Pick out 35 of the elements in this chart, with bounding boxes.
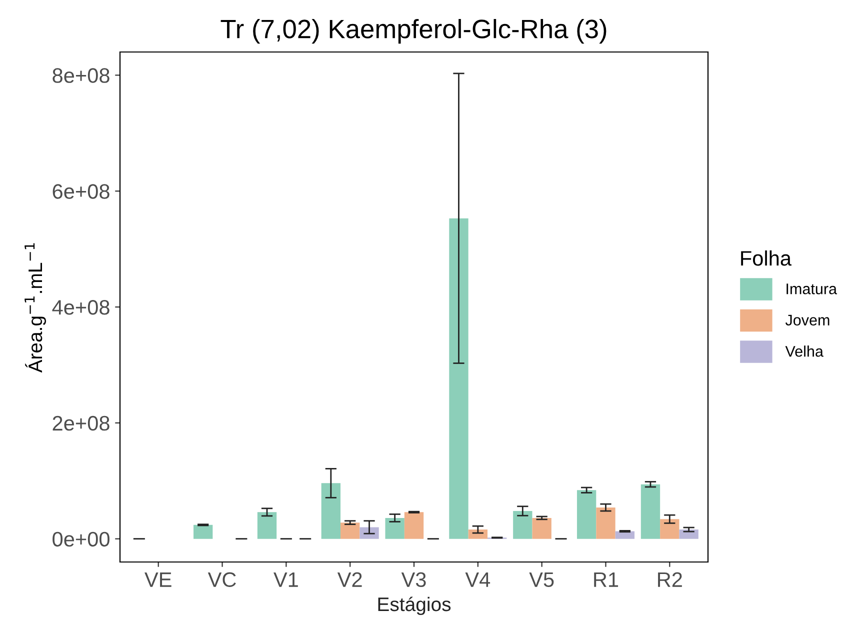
bar: [194, 524, 213, 539]
x-tick-label: V3: [401, 572, 426, 588]
legend-label: Imatura: [786, 284, 838, 294]
bar: [385, 518, 404, 539]
x-tick-label: R1: [594, 572, 618, 587]
x-tick-label: VC: [208, 572, 236, 588]
x-tick-label: V2: [337, 572, 362, 587]
legend-title: Folha: [741, 250, 792, 266]
y-tick-label: 2e+08: [52, 416, 110, 431]
bar: [576, 490, 596, 539]
bar: [449, 218, 468, 539]
y-tick-label: 6e+08: [52, 184, 110, 199]
bar: [257, 512, 277, 539]
legend-label: Jovem: [785, 314, 830, 326]
x-tick-label: V4: [465, 572, 490, 587]
chart-title: Tr (7,02) Kaempferol-Glc-Rha (3): [220, 18, 606, 44]
bar: [640, 484, 660, 539]
bar: [596, 508, 616, 539]
y-tick-label: 4e+08: [52, 300, 110, 315]
x-tick-label: V1: [274, 572, 298, 587]
bar: [468, 530, 488, 539]
x-tick-label: R2: [658, 572, 682, 587]
x-axis-title: Estágios: [378, 596, 451, 616]
bar: [660, 519, 680, 539]
bar: [404, 512, 424, 539]
bar: [340, 522, 360, 539]
legend-label: Velha: [785, 346, 824, 357]
y-tick-label: 8e+08: [52, 68, 110, 83]
bar: [513, 511, 532, 539]
x-tick-label: VE: [144, 572, 172, 587]
bar: [532, 518, 552, 539]
bar: [321, 483, 340, 539]
y-axis-title: Área.g$^{−1}$.mL$^{−1}$: [24, 243, 46, 373]
x-tick-label: V5: [529, 572, 554, 588]
y-tick-label: 0e+00: [52, 532, 110, 547]
